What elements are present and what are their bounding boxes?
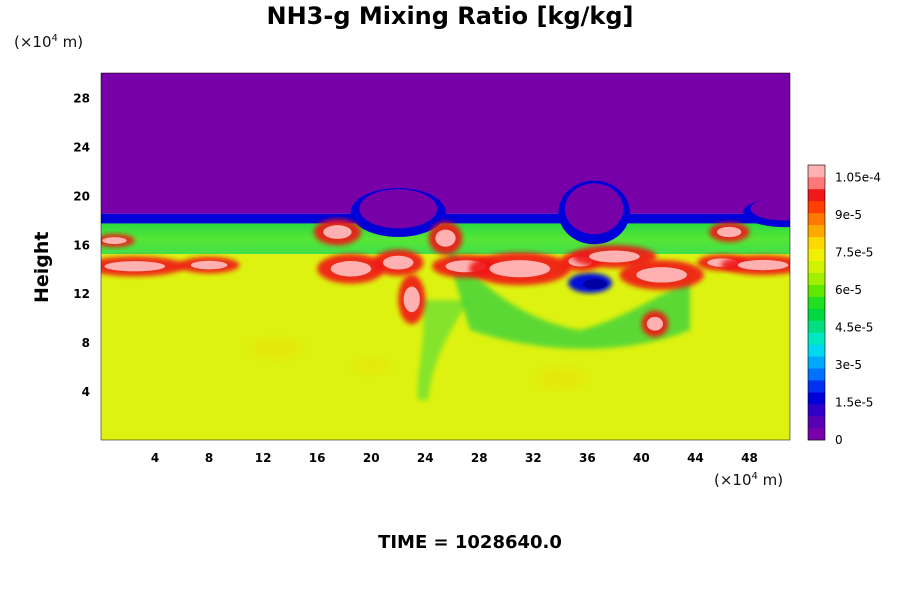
high-value-core (102, 237, 127, 245)
y-tick-label: 8 (82, 336, 90, 350)
colorbar: 0 1.5e-5 3e-5 4.5e-5 6e-5 7.5e-5 9e-5 1.05e-4 (807, 164, 881, 447)
x-tick-label: 32 (525, 451, 542, 465)
lower-patch (249, 338, 304, 359)
colorbar-tick-label: 4.5e-5 (835, 321, 873, 335)
green-swirl (440, 230, 690, 349)
y-tick-label: 28 (73, 91, 90, 105)
heatmap-field (101, 73, 790, 440)
region-upper-layer (101, 73, 790, 214)
colorbar-segment (808, 428, 825, 441)
colorbar-tick-label: 9e-5 (835, 208, 862, 222)
x-tick-label: 40 (633, 451, 650, 465)
x-tick-label: 36 (579, 451, 596, 465)
high-value-core (383, 255, 414, 270)
colorbar-segment (808, 212, 825, 226)
colorbar-tick-label: 6e-5 (835, 283, 862, 297)
y-tick-label: 20 (73, 189, 90, 203)
x-tick-label: 44 (687, 451, 704, 465)
x-tick-label: 28 (471, 451, 488, 465)
cloud-top-dip (564, 183, 624, 235)
colorbar-segment (808, 272, 825, 285)
colorbar-segment (808, 188, 825, 202)
colorbar-segment (808, 248, 825, 261)
high-value-core (435, 229, 456, 247)
x-tick-label: 12 (255, 451, 272, 465)
colorbar-tick-label: 0 (835, 433, 843, 447)
colorbar-segment (808, 200, 825, 214)
colorbar-tick-label: 7.5e-5 (835, 246, 873, 260)
cloud-top-dip (750, 197, 790, 221)
high-value-core (646, 316, 664, 331)
x-tick-label: 4 (151, 451, 159, 465)
high-value-core (104, 261, 166, 272)
colorbar-segment (808, 284, 825, 297)
colorbar-segment (808, 380, 825, 393)
lower-patch (350, 359, 392, 374)
y-tick-label: 12 (73, 287, 90, 301)
colorbar-tick-label: 1.05e-4 (835, 171, 881, 185)
colorbar-segment (808, 176, 825, 190)
x-tick-label: 8 (205, 451, 213, 465)
colorbar-segment (808, 320, 825, 333)
high-value-core (190, 260, 228, 270)
high-value-core (636, 267, 687, 283)
x-tick-label: 24 (417, 451, 434, 465)
colorbar-segment (808, 165, 825, 178)
colorbar-segment (808, 368, 825, 381)
high-value-core (330, 261, 372, 277)
plot-frame (100, 72, 791, 441)
colorbar-segment (808, 404, 825, 417)
high-value-core (489, 260, 551, 278)
chart-title: NH3-g Mixing Ratio [kg/kg] (266, 2, 634, 30)
high-value-core (323, 225, 352, 239)
plume (417, 300, 470, 400)
colorbar-segment (808, 416, 825, 429)
x-tick-label: 16 (309, 451, 326, 465)
cloud-top-dip (359, 189, 438, 229)
colorbar-segment (808, 356, 825, 369)
lower-patch (533, 369, 588, 389)
colorbar-segment (808, 260, 825, 273)
colorbar-segment (808, 236, 825, 249)
colorbar-tick-label: 3e-5 (835, 358, 862, 372)
colorbar-segment (808, 344, 825, 357)
colorbar-tick-label: 1.5e-5 (835, 396, 873, 410)
y-axis-unit: (×104 m) (14, 33, 84, 51)
colorbar-segment (808, 332, 825, 345)
colorbar-segment (808, 392, 825, 405)
colorbar-segment (808, 224, 825, 238)
x-tick-label: 20 (363, 451, 380, 465)
high-value-core (403, 286, 420, 313)
colorbar-frame (807, 164, 826, 441)
high-value-core (737, 259, 789, 271)
y-tick-label: 16 (73, 238, 90, 252)
y-tick-label: 24 (73, 140, 90, 154)
colorbar-segment (808, 308, 825, 321)
region-transition-band (101, 213, 790, 224)
high-value-core (717, 226, 742, 238)
x-tick-label: 48 (741, 451, 758, 465)
time-footer: TIME = 1028640.0 (378, 532, 562, 553)
blue-pocket-core (583, 279, 607, 289)
y-tick-label: 4 (82, 385, 90, 399)
colorbar-segment (808, 296, 825, 309)
x-axis-unit: (×104 m) (714, 471, 784, 489)
high-value-core (589, 250, 640, 263)
